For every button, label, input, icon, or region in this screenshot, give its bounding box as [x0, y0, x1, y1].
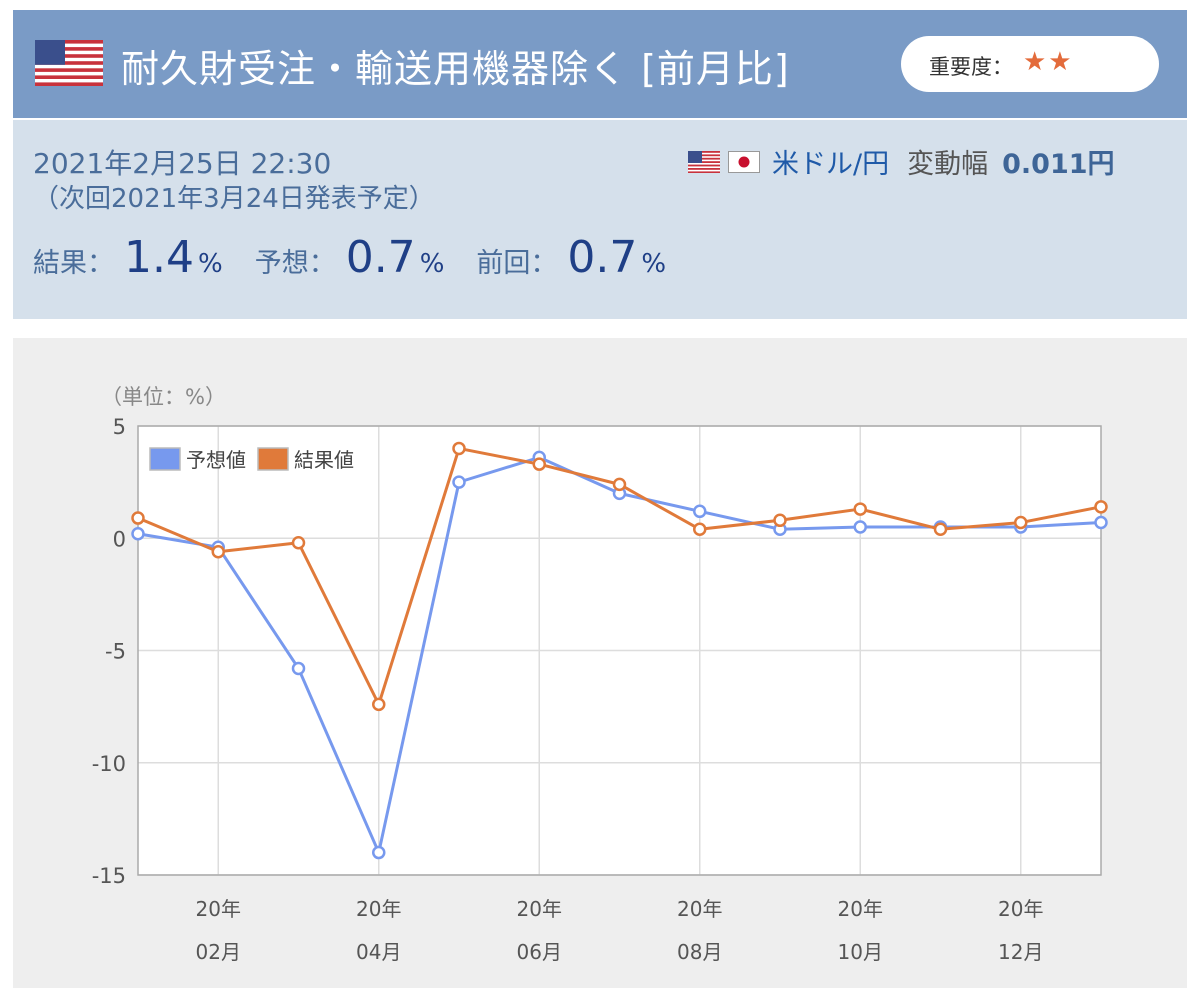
x-tick-year: 20年 [517, 897, 562, 921]
us-flag-icon [35, 40, 103, 86]
page-title: 耐久財受注・輸送用機器除く [前月比] [121, 47, 790, 91]
y-tick-label: 0 [113, 527, 126, 551]
data-point [131, 511, 145, 525]
y-tick-label: 5 [113, 415, 126, 439]
line-chart: （単位：%） 5 0 -5 -10 -15 20年 02月 20年 04月 20年 06月 20年 08… [92, 385, 1108, 964]
data-point [372, 697, 386, 712]
legend-swatch [257, 447, 289, 471]
data-point [693, 522, 707, 537]
result-label: 結果： [33, 248, 114, 279]
previous-label: 前回： [476, 248, 558, 279]
x-tick-month: 04月 [356, 940, 401, 964]
x-tick-year: 20年 [356, 897, 401, 921]
data-point [1094, 500, 1108, 514]
data-point [291, 661, 306, 676]
legend-label: 予想値 [186, 448, 246, 472]
x-tick-year: 20年 [998, 897, 1043, 921]
us-flag-icon [688, 150, 720, 173]
importance-badge: 重要度： ★★ [901, 36, 1159, 92]
range-label: 変動幅 [907, 149, 989, 180]
x-tick-month: 02月 [196, 940, 241, 964]
result-unit: % [197, 249, 223, 279]
data-point [933, 522, 948, 537]
data-point [452, 475, 466, 489]
result-summary: 結果： 1.4 % 予想： 0.7 % 前回： 0.7 % [33, 232, 698, 283]
plot-border [137, 425, 1102, 876]
legend-label: 結果値 [294, 448, 354, 472]
forecast-unit: % [419, 249, 445, 279]
pair-link[interactable]: 米ドル/円 [772, 149, 890, 180]
previous-unit: % [641, 249, 667, 279]
x-tick-month: 12月 [998, 940, 1043, 964]
y-tick-label: -15 [92, 864, 126, 888]
data-point [612, 477, 627, 492]
forecast-value: 0.7 [345, 232, 416, 283]
data-point [291, 535, 306, 550]
previous-value: 0.7 [567, 232, 638, 283]
indicator-info-panel: 2021年2月25日 22:30 （次回2021年3月24日発表予定） 米ドル/… [13, 120, 1187, 319]
x-tick-year: 20年 [838, 897, 883, 921]
data-point [131, 527, 145, 541]
importance-label: 重要度： [929, 55, 1013, 79]
currency-pair: 米ドル/円 変動幅 0.011円 [688, 142, 1115, 181]
range-value: 0.011円 [1002, 149, 1115, 180]
y-tick-label: -5 [105, 640, 126, 664]
x-tick-year: 20年 [196, 897, 241, 921]
release-datetime: 2021年2月25日 22:30 [33, 147, 332, 180]
x-tick-year: 20年 [677, 897, 722, 921]
data-point [853, 502, 867, 516]
data-point [853, 520, 867, 534]
chart-panel: （単位：%） 5 0 -5 -10 -15 20年 02月 20年 04月 20年 06月 20年 08… [13, 338, 1187, 988]
x-tick-month: 06月 [517, 940, 562, 964]
data-point [693, 504, 707, 519]
data-point [1014, 515, 1028, 530]
x-tick-month: 08月 [677, 940, 722, 964]
japan-flag-icon [728, 150, 760, 173]
star-icon: ★★ [1023, 47, 1074, 77]
x-tick-month: 10月 [838, 940, 883, 964]
y-tick-label: -10 [92, 752, 126, 776]
unit-label: （単位：%） [101, 385, 226, 409]
data-point [452, 441, 466, 456]
next-release: （次回2021年3月24日発表予定） [33, 184, 435, 214]
data-point [211, 544, 225, 559]
result-value: 1.4 [124, 232, 194, 283]
indicator-header: 耐久財受注・輸送用機器除く [前月比] 重要度： ★★ [13, 10, 1187, 118]
forecast-label: 予想： [254, 248, 336, 279]
data-point [773, 513, 787, 528]
data-point [532, 457, 546, 471]
data-point [372, 845, 386, 860]
legend-swatch [149, 447, 181, 471]
data-point [1094, 515, 1108, 530]
